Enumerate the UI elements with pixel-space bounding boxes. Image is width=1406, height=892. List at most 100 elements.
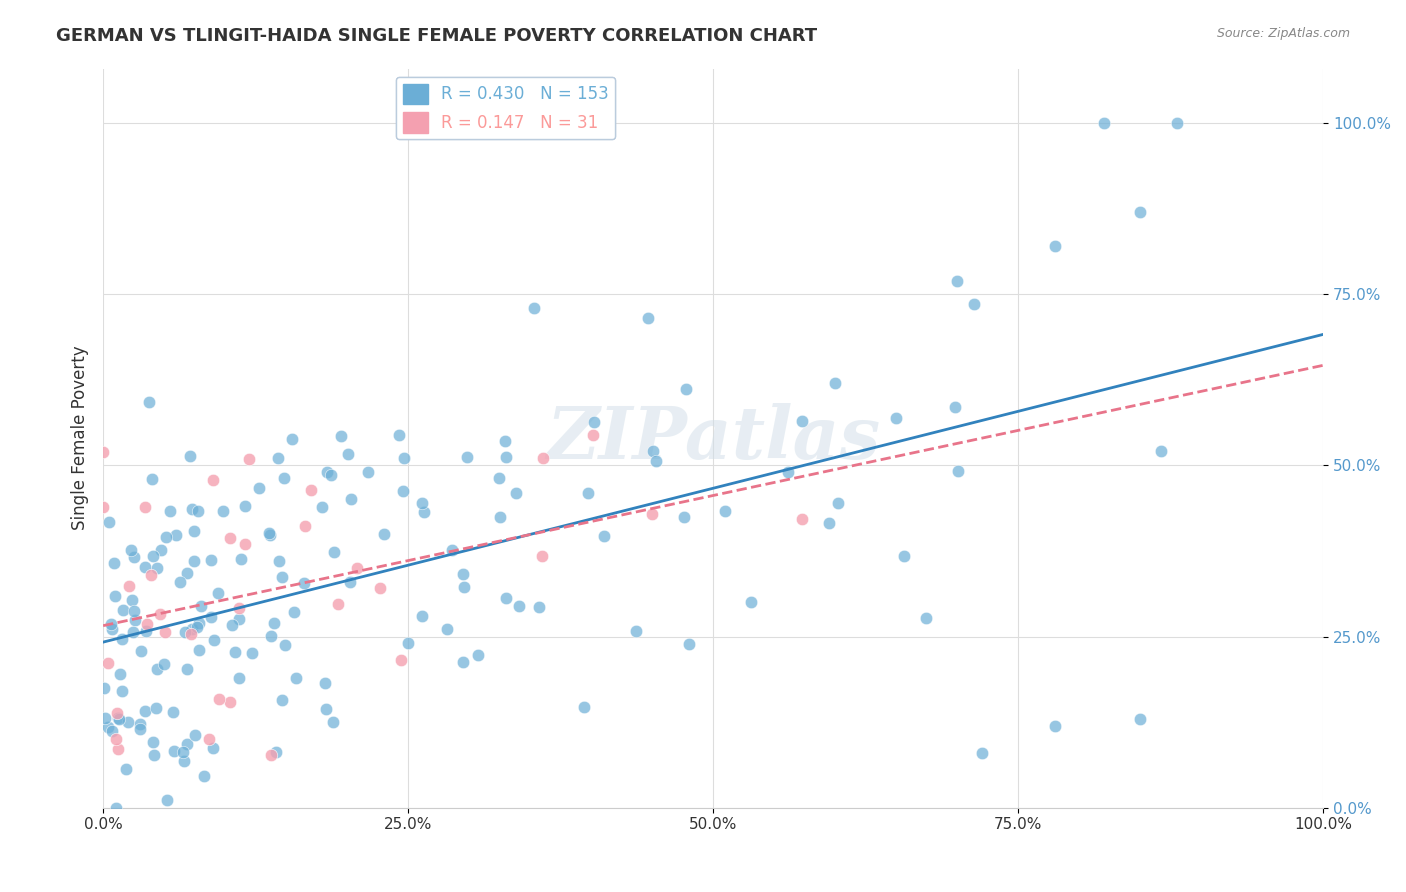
Tlingit-Haida: [299, 483, 322, 497]
Germans: [527, 599, 550, 614]
Germans: [174, 625, 197, 640]
Germans: [100, 622, 122, 636]
Germans: [204, 632, 226, 647]
Germans: [129, 722, 152, 736]
Germans: [411, 496, 433, 510]
Germans: [790, 414, 813, 428]
Germans: [827, 495, 849, 509]
Germans: [107, 711, 129, 725]
Tlingit-Haida: [641, 507, 664, 521]
Germans: [183, 524, 205, 538]
Text: ZIPatlas: ZIPatlas: [546, 402, 880, 474]
Germans: [314, 676, 336, 690]
Germans: [184, 729, 207, 743]
Germans: [339, 574, 361, 589]
Germans: [644, 454, 666, 468]
Germans: [231, 552, 253, 566]
Tlingit-Haida: [104, 732, 127, 747]
Germans: [489, 510, 512, 524]
Germans: [1129, 205, 1152, 219]
Germans: [183, 554, 205, 568]
Germans: [240, 647, 263, 661]
Germans: [146, 560, 169, 574]
Germans: [641, 444, 664, 458]
Germans: [574, 699, 596, 714]
Germans: [142, 735, 165, 749]
Germans: [714, 503, 737, 517]
Germans: [186, 620, 208, 634]
Germans: [263, 615, 285, 630]
Tlingit-Haida: [294, 519, 316, 533]
Germans: [281, 432, 304, 446]
Germans: [893, 549, 915, 564]
Germans: [1043, 718, 1066, 732]
Germans: [100, 616, 122, 631]
Germans: [637, 310, 659, 325]
Germans: [323, 544, 346, 558]
Germans: [322, 714, 344, 729]
Legend: R = 0.430   N = 153, R = 0.147   N = 31: R = 0.430 N = 153, R = 0.147 N = 31: [396, 77, 616, 139]
Tlingit-Haida: [91, 500, 114, 514]
Text: GERMAN VS TLINGIT-HAIDA SINGLE FEMALE POVERTY CORRELATION CHART: GERMAN VS TLINGIT-HAIDA SINGLE FEMALE PO…: [56, 27, 817, 45]
Germans: [172, 745, 194, 759]
Germans: [271, 693, 294, 707]
Germans: [202, 741, 225, 756]
Germans: [180, 502, 202, 516]
Germans: [200, 610, 222, 624]
Germans: [508, 599, 530, 613]
Germans: [1092, 116, 1115, 130]
Germans: [270, 569, 292, 583]
Germans: [103, 556, 125, 570]
Germans: [108, 666, 131, 681]
Germans: [391, 483, 413, 498]
Tlingit-Haida: [346, 561, 368, 575]
Tlingit-Haida: [107, 742, 129, 756]
Germans: [188, 616, 211, 631]
Germans: [97, 721, 120, 735]
Germans: [453, 580, 475, 594]
Tlingit-Haida: [260, 747, 283, 762]
Germans: [673, 509, 696, 524]
Germans: [413, 505, 436, 519]
Germans: [224, 645, 246, 659]
Germans: [146, 662, 169, 676]
Germans: [104, 589, 127, 603]
Germans: [1166, 116, 1188, 130]
Germans: [233, 499, 256, 513]
Germans: [247, 481, 270, 495]
Tlingit-Haida: [233, 536, 256, 550]
Germans: [134, 560, 156, 574]
Germans: [292, 576, 315, 591]
Germans: [624, 624, 647, 638]
Y-axis label: Single Female Poverty: Single Female Poverty: [72, 346, 89, 531]
Germans: [134, 704, 156, 718]
Germans: [259, 528, 281, 542]
Tlingit-Haida: [238, 452, 260, 467]
Germans: [142, 549, 165, 563]
Germans: [266, 451, 288, 466]
Germans: [94, 711, 117, 725]
Tlingit-Haida: [118, 579, 141, 593]
Tlingit-Haida: [389, 653, 412, 667]
Germans: [494, 434, 516, 449]
Germans: [124, 613, 146, 627]
Tlingit-Haida: [582, 427, 605, 442]
Germans: [150, 542, 173, 557]
Germans: [228, 612, 250, 626]
Tlingit-Haida: [328, 598, 350, 612]
Tlingit-Haida: [219, 695, 242, 709]
Germans: [396, 635, 419, 649]
Germans: [330, 429, 353, 443]
Germans: [228, 671, 250, 685]
Germans: [441, 542, 464, 557]
Germans: [207, 585, 229, 599]
Germans: [141, 472, 163, 486]
Germans: [576, 485, 599, 500]
Germans: [117, 715, 139, 730]
Germans: [1129, 712, 1152, 726]
Germans: [269, 553, 291, 567]
Germans: [337, 447, 360, 461]
Tlingit-Haida: [228, 601, 250, 615]
Germans: [740, 595, 762, 609]
Germans: [311, 500, 333, 514]
